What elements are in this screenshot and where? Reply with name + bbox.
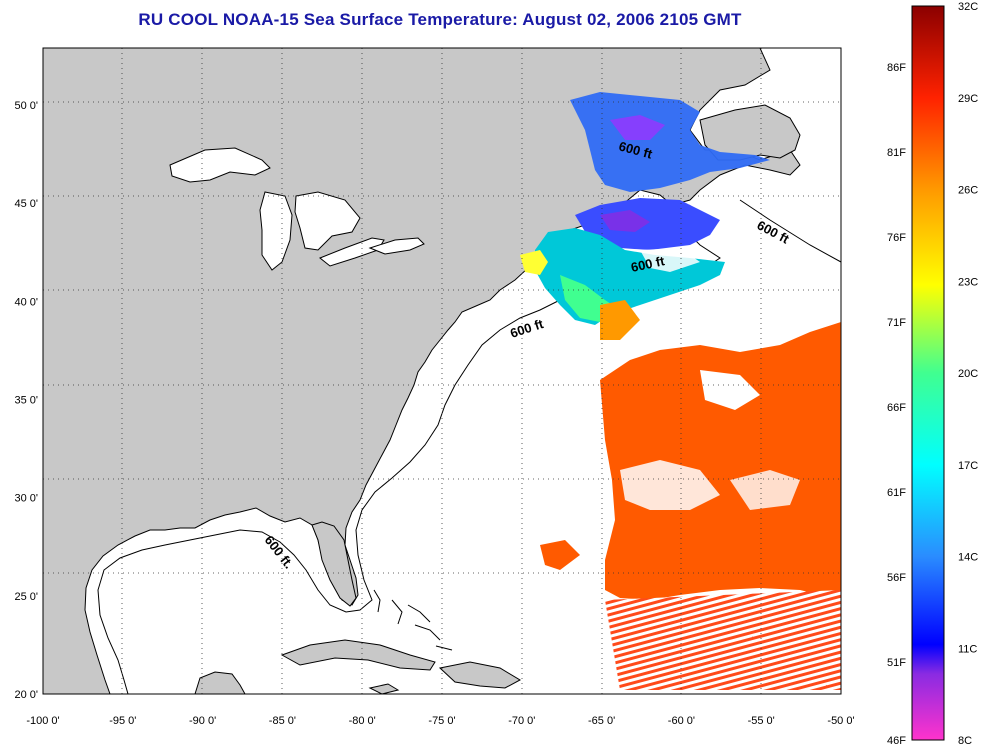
longitude-tick-label: -55 0' <box>748 715 775 727</box>
longitude-tick-label: -90 0' <box>189 715 216 727</box>
colorbar-celsius-label: 20C <box>958 368 978 380</box>
colorbar-fahrenheit-label: 76F <box>887 232 906 244</box>
colorbar-fahrenheit-label: 71F <box>887 317 906 329</box>
sst-cool-band <box>520 92 770 325</box>
graticule <box>43 48 841 694</box>
longitude-tick-label: -80 0' <box>349 715 376 727</box>
latitude-tick-label: 40 0' <box>14 296 38 308</box>
colorbar-celsius-label: 17C <box>958 460 978 472</box>
colorbar-celsius-label: 29C <box>958 93 978 105</box>
longitude-tick-label: -50 0' <box>827 715 854 727</box>
florida-peninsula <box>311 521 357 607</box>
latitude-tick-label: 20 0' <box>14 689 38 701</box>
colorbar-celsius-label: 8C <box>958 735 972 747</box>
longitude-tick-label: -65 0' <box>588 715 615 727</box>
map-title: RU COOL NOAA-15 Sea Surface Temperature:… <box>138 10 742 29</box>
latitude-tick-label: 35 0' <box>14 394 38 406</box>
colorbar-fahrenheit-label: 81F <box>887 147 906 159</box>
latitude-tick-label: 25 0' <box>14 591 38 603</box>
latitude-tick-label: 45 0' <box>14 198 38 210</box>
longitude-tick-label: -95 0' <box>109 715 136 727</box>
colorbar-fahrenheit-labels: 86F 81F 76F 71F 66F 61F 56F 51F 46F <box>887 62 906 747</box>
sst-warm-region <box>540 300 841 690</box>
map-frame <box>42 47 842 695</box>
colorbar-celsius-label: 23C <box>958 276 978 288</box>
longitude-ticks: -100 0' -95 0' -90 0' -85 0' -80 0' -75 0' -70… <box>26 715 854 727</box>
colorbar-celsius-label: 26C <box>958 185 978 197</box>
longitude-tick-label: -70 0' <box>508 715 535 727</box>
latitude-ticks: 50 0' 45 0' 40 0' 35 0' 30 0' 25 0' 20 0' <box>14 100 38 701</box>
great-lakes <box>169 147 425 271</box>
yucatan <box>194 671 246 694</box>
colorbar-celsius-label: 11C <box>958 643 977 655</box>
latitude-tick-label: 50 0' <box>14 100 38 112</box>
bahamas <box>373 589 453 651</box>
colorbar-celsius-label: 14C <box>958 552 978 564</box>
longitude-tick-label: -100 0' <box>26 715 59 727</box>
colorbar-fahrenheit-label: 86F <box>887 62 906 74</box>
colorbar-fahrenheit-label: 66F <box>887 402 906 414</box>
colorbar <box>911 5 945 741</box>
caribbean-islands <box>280 639 522 694</box>
longitude-tick-label: -75 0' <box>428 715 455 727</box>
contour-label-georges: 600 ft <box>630 253 667 275</box>
colorbar-fahrenheit-label: 51F <box>887 657 906 669</box>
colorbar-fahrenheit-label: 46F <box>887 735 906 747</box>
colorbar-celsius-labels: 32C 29C 26C 23C 20C 17C 14C 11C 8C <box>958 1 978 747</box>
longitude-tick-label: -60 0' <box>668 715 695 727</box>
colorbar-fahrenheit-label: 61F <box>887 487 906 499</box>
colorbar-celsius-label: 32C <box>958 1 978 13</box>
map-area <box>43 48 841 694</box>
latitude-tick-label: 30 0' <box>14 493 38 505</box>
longitude-tick-label: -85 0' <box>269 715 296 727</box>
colorbar-fahrenheit-label: 56F <box>887 572 906 584</box>
